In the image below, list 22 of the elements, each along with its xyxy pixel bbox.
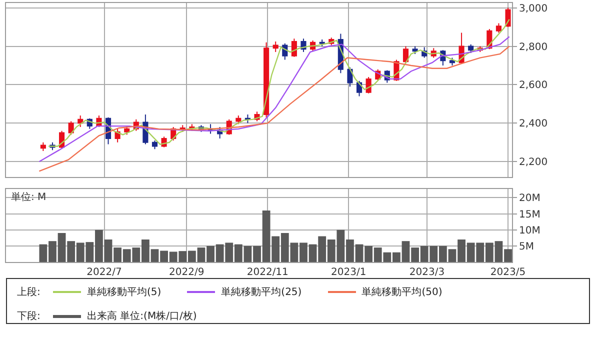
- x-tick-label: 2023/5: [490, 267, 526, 278]
- legend-label: 単純移動平均(25): [221, 286, 302, 299]
- y-tick-label: 10M: [519, 225, 540, 236]
- x-tick-label: 2022/9: [169, 267, 204, 278]
- legend-label: 出来高 単位:(M株/口/枚): [87, 310, 197, 323]
- legend-label: 単純移動平均(5): [87, 286, 162, 299]
- annotation: 単位: M: [11, 191, 46, 203]
- x-tick-label: 2023/3: [409, 267, 445, 278]
- y-tick-label: 2,400: [519, 118, 548, 130]
- legend-title: 上段:: [17, 286, 42, 299]
- x-tick-label: 2022/7: [86, 267, 122, 278]
- legend-label: 単純移動平均(50): [362, 286, 442, 299]
- x-tick-label: 2023/1: [331, 267, 366, 278]
- y-tick-label: 20M: [519, 193, 540, 204]
- y-tick-label: 15M: [519, 209, 540, 220]
- y-tick-label: 5M: [519, 241, 534, 252]
- x-tick-label: 2022/11: [246, 267, 288, 278]
- y-tick-label: 2,600: [519, 80, 548, 92]
- legend-title: 下段:: [17, 310, 42, 323]
- y-tick-label: 2,200: [519, 157, 548, 168]
- y-tick-label: 3,000: [519, 3, 548, 14]
- y-tick-label: 2,800: [519, 42, 548, 53]
